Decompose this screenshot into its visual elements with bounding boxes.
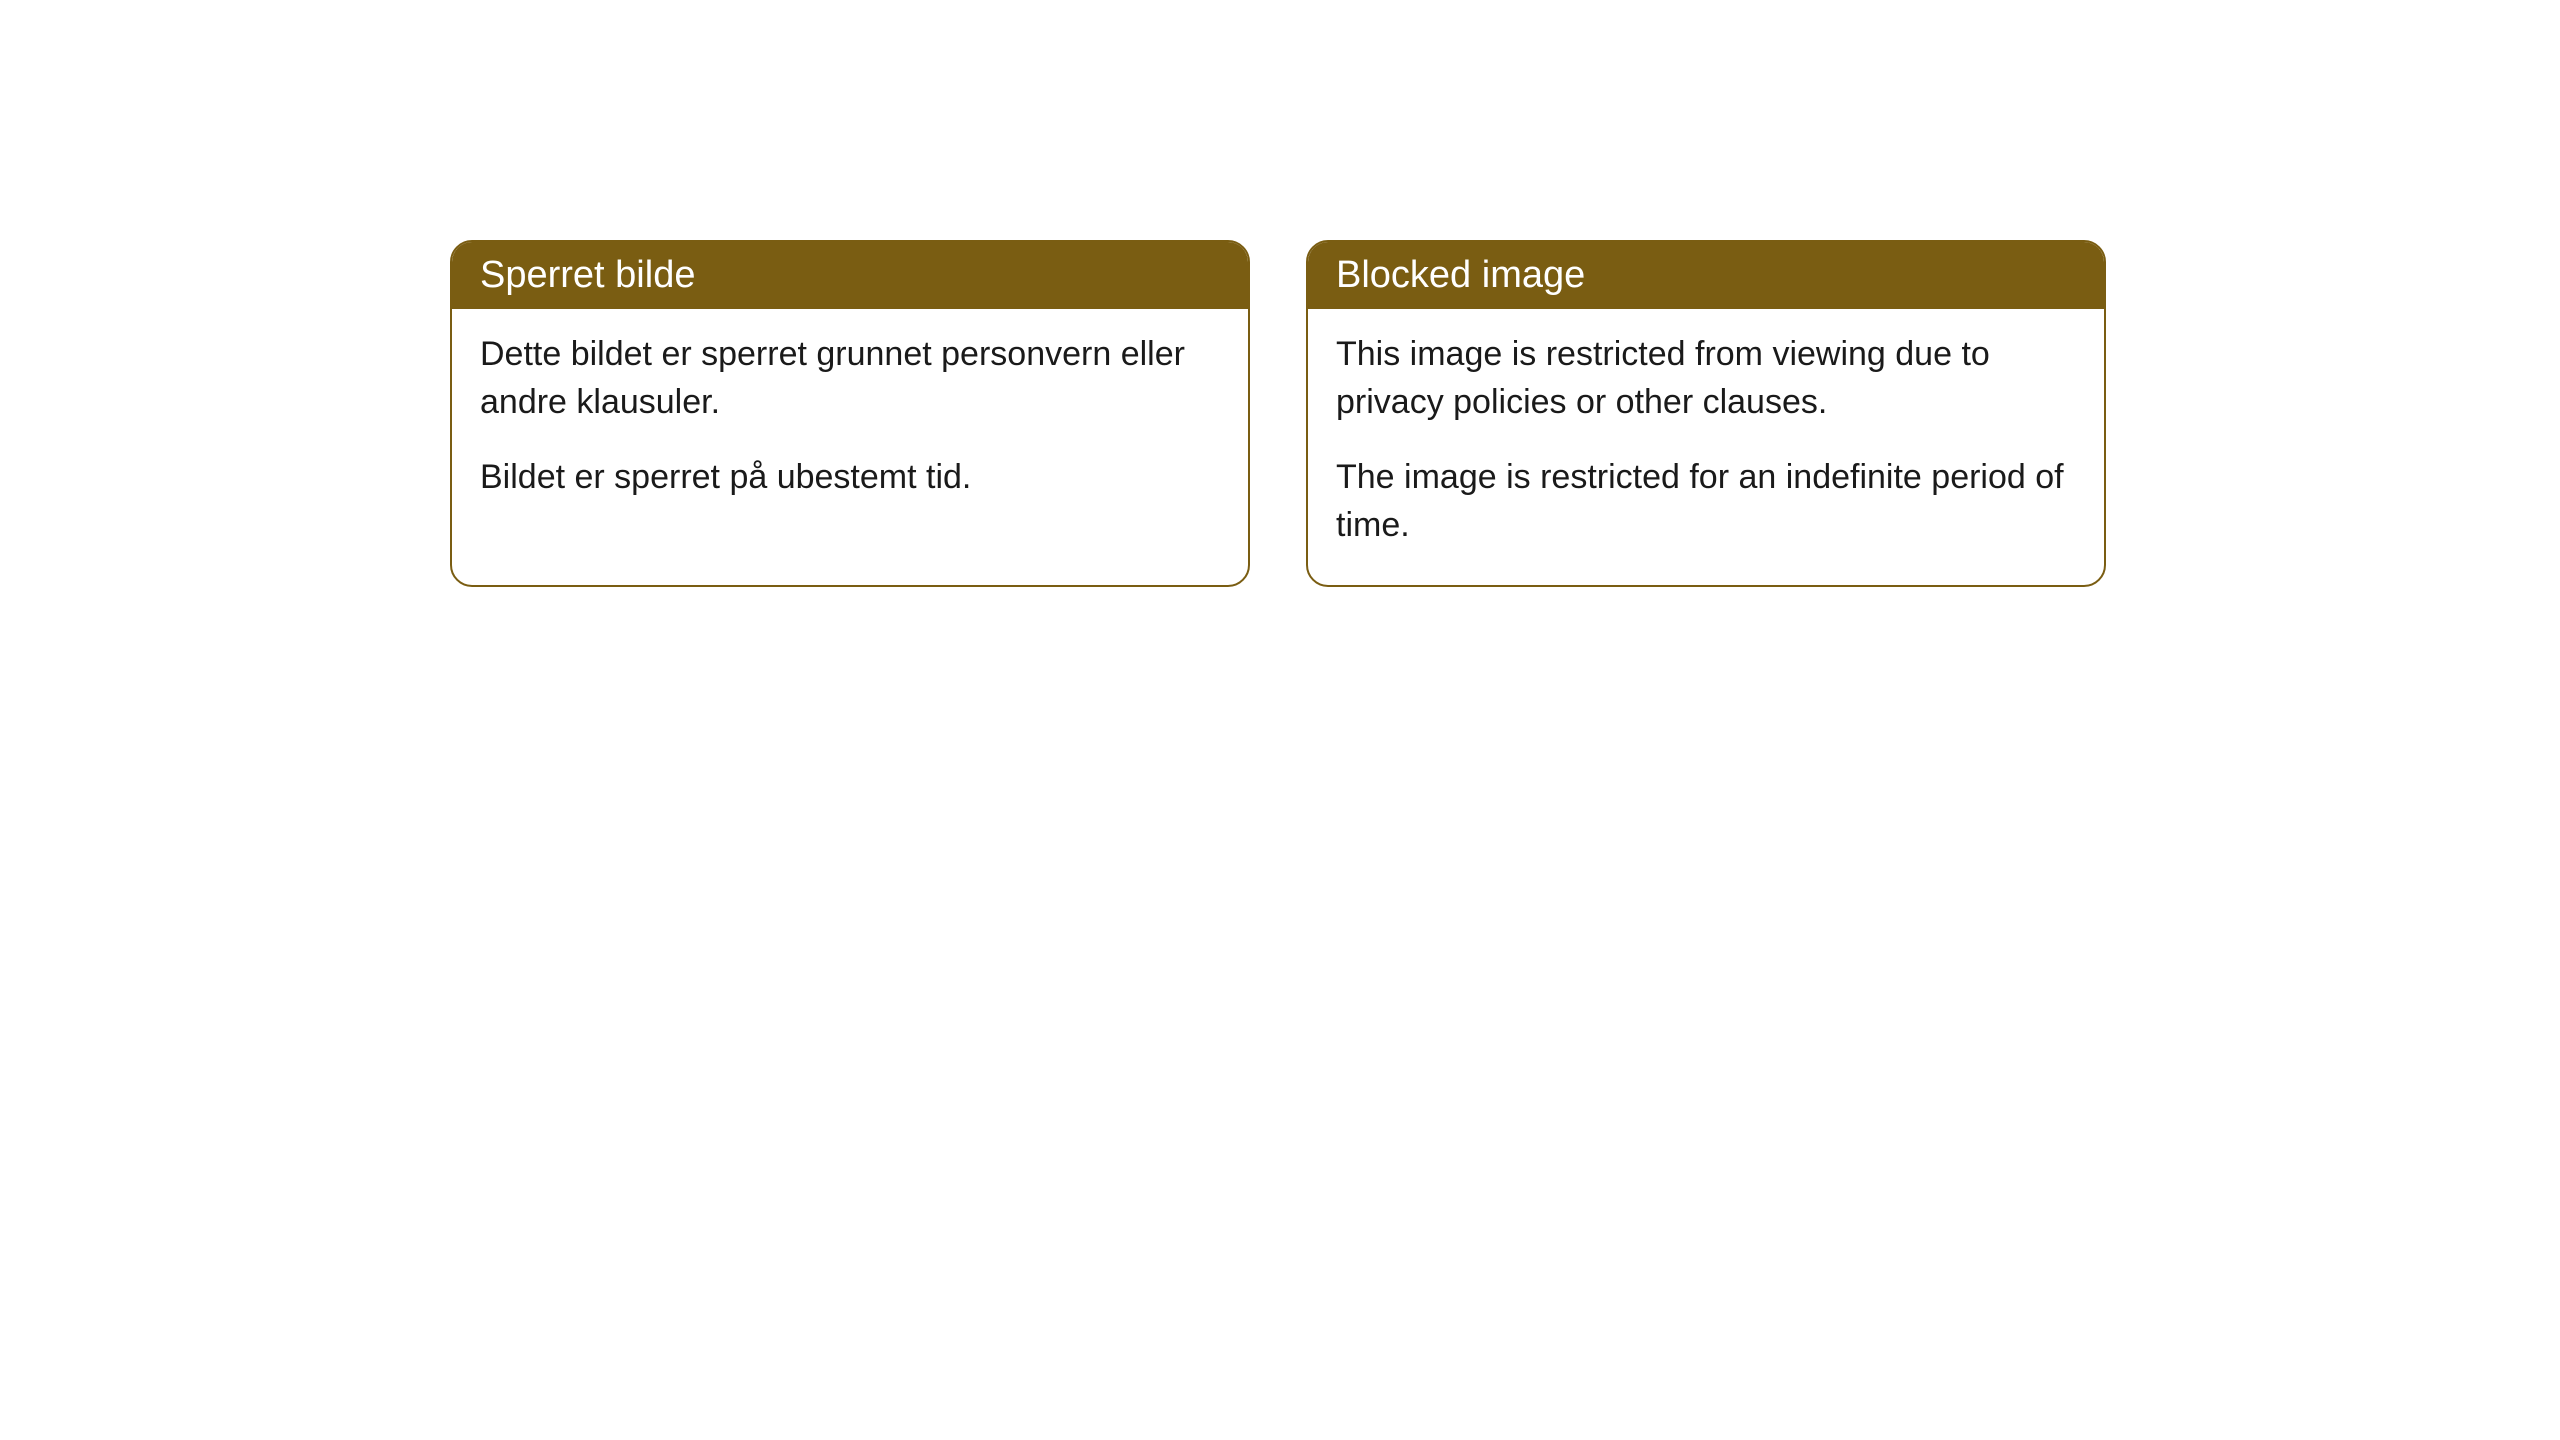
card-body-norwegian: Dette bildet er sperret grunnet personve…	[452, 309, 1248, 538]
cards-container: Sperret bilde Dette bildet er sperret gr…	[450, 240, 2560, 587]
card-body-english: This image is restricted from viewing du…	[1308, 309, 2104, 585]
card-title: Blocked image	[1336, 254, 1585, 296]
card-title: Sperret bilde	[480, 254, 695, 296]
card-norwegian: Sperret bilde Dette bildet er sperret gr…	[450, 240, 1250, 587]
card-header-norwegian: Sperret bilde	[452, 242, 1248, 309]
card-paragraph: The image is restricted for an indefinit…	[1336, 454, 2076, 549]
card-english: Blocked image This image is restricted f…	[1306, 240, 2106, 587]
card-paragraph: Dette bildet er sperret grunnet personve…	[480, 331, 1220, 426]
card-header-english: Blocked image	[1308, 242, 2104, 309]
card-paragraph: Bildet er sperret på ubestemt tid.	[480, 454, 1220, 502]
card-paragraph: This image is restricted from viewing du…	[1336, 331, 2076, 426]
